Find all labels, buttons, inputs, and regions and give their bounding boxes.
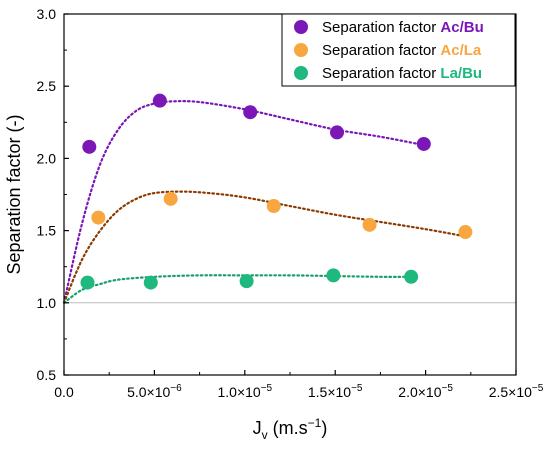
x-tick-label: 2.5×10−5 <box>489 383 544 400</box>
data-point <box>82 139 97 154</box>
x-tick-label: 1.0×10−5 <box>217 383 272 400</box>
legend-marker <box>294 66 308 80</box>
y-axis-title: Separation factor (-) <box>4 114 24 274</box>
y-axis-ticks: 0.5 1.0 1.5 2.0 2.5 3.0 <box>37 6 69 383</box>
y-tick-label: 0.5 <box>37 367 57 383</box>
y-tick-label: 2.5 <box>37 78 57 94</box>
data-point <box>152 93 167 108</box>
data-point <box>80 275 95 290</box>
data-point <box>143 275 158 290</box>
legend-label: Separation factor La/Bu <box>322 65 482 82</box>
x-tick-label: 5.0×10−6 <box>127 383 182 400</box>
x-tick-label: 1.5×10−5 <box>308 383 363 400</box>
y-tick-label: 3.0 <box>37 6 57 22</box>
data-point <box>266 199 281 214</box>
x-axis-ticks: 0.0 5.0×10−6 1.0×10−5 1.5×10−5 2.0×10−5 2.5×1… <box>54 370 544 400</box>
x-tick-label: 0.0 <box>54 384 74 400</box>
y-tick-label: 1.5 <box>37 223 57 239</box>
y-tick-label: 2.0 <box>37 150 57 166</box>
fit-curve-2 <box>62 274 413 304</box>
data-point <box>416 136 431 151</box>
fit-curves-layer <box>62 100 467 304</box>
data-point <box>243 105 258 120</box>
data-point <box>163 191 178 206</box>
data-point <box>330 125 345 140</box>
legend-box <box>281 13 516 87</box>
legend-marker <box>294 43 308 57</box>
data-point <box>239 274 254 289</box>
legend: Separation factor Ac/Bu Separation factor… <box>281 13 516 87</box>
data-points-layer <box>80 93 473 290</box>
legend-label: Separation factor Ac/La <box>322 42 482 59</box>
x-tick-label: 2.0×10−5 <box>398 383 453 400</box>
data-point <box>362 217 377 232</box>
data-point <box>91 210 106 225</box>
fit-curve-0 <box>62 100 427 304</box>
data-point <box>458 225 473 240</box>
data-point <box>404 269 419 284</box>
fit-curve-1 <box>62 190 467 304</box>
legend-label: Separation factor Ac/Bu <box>322 19 484 36</box>
x-axis-title: Jv (m.s−1) <box>253 416 328 442</box>
legend-marker <box>294 20 308 34</box>
y-tick-label: 1.0 <box>37 295 57 311</box>
data-point <box>326 268 341 283</box>
axes-layer: 0.0 5.0×10−6 1.0×10−5 1.5×10−5 2.0×10−5 2.5×1… <box>4 6 544 442</box>
